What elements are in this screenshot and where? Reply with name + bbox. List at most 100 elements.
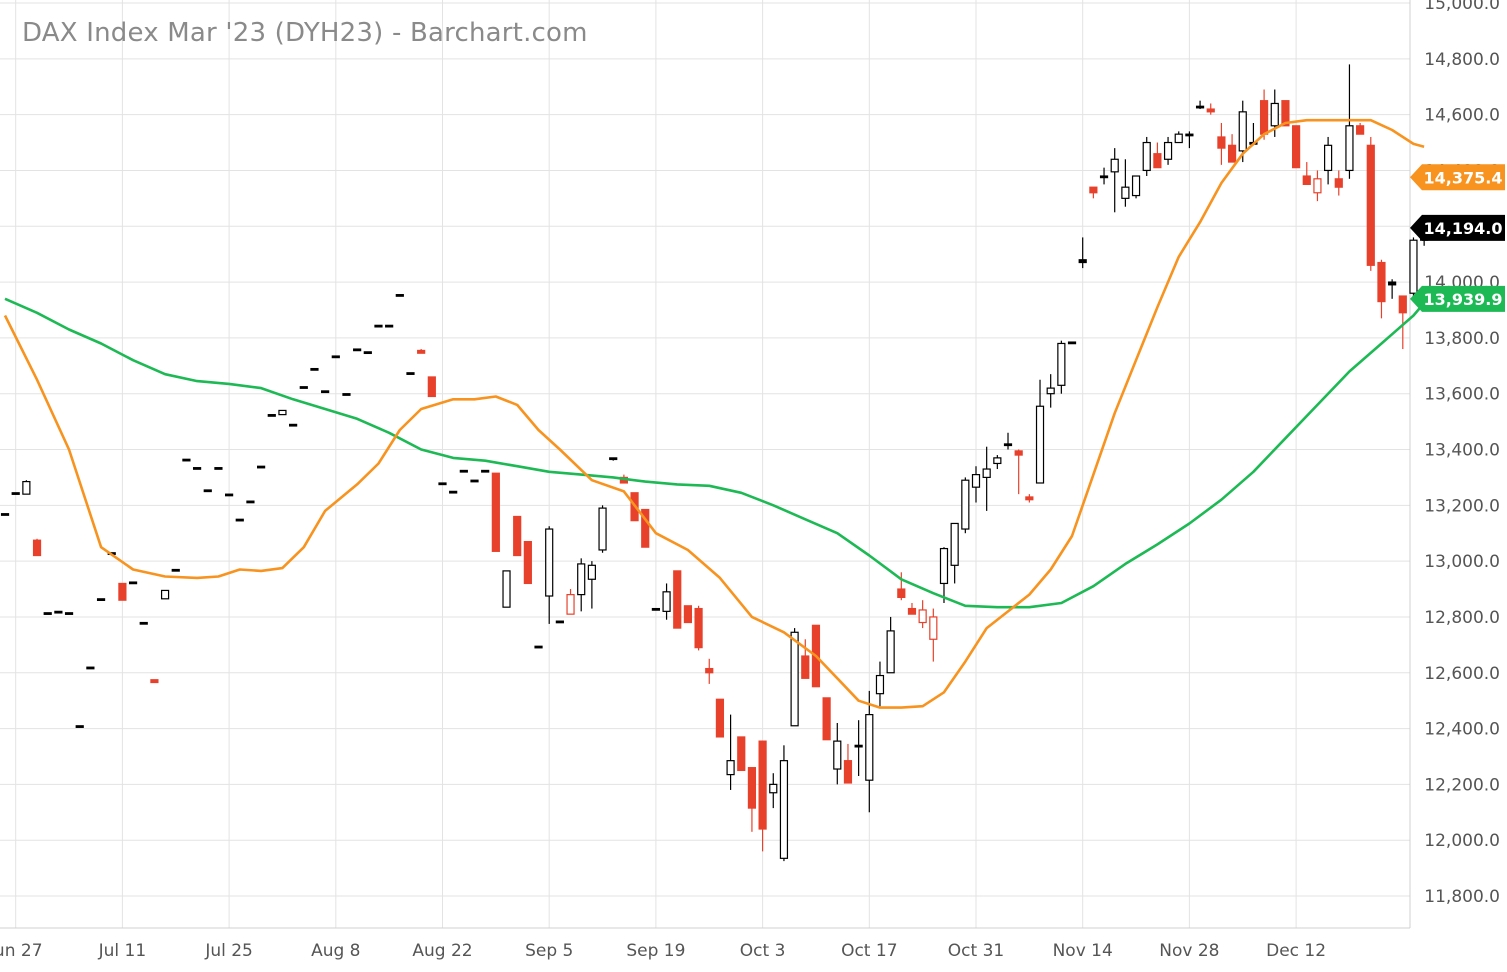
candle-body: [406, 372, 415, 375]
price-badge-text: 13,939.9: [1424, 290, 1503, 309]
price-badge-text: 14,194.0: [1424, 219, 1503, 238]
candle-body: [1377, 261, 1386, 303]
candle: [651, 607, 661, 611]
candle-body: [1313, 178, 1322, 194]
candle-body: [1057, 342, 1066, 386]
candle-body: [854, 744, 863, 748]
candle-body: [32, 539, 42, 557]
candle: [1153, 142, 1162, 169]
candle: [1174, 131, 1183, 144]
candle-body: [918, 609, 927, 624]
candle: [502, 570, 511, 608]
candle-body: [246, 500, 255, 504]
chart-title: DAX Index Mar '23 (DYH23) - Barchart.com: [22, 18, 588, 48]
candle-body: [0, 513, 10, 516]
candle: [257, 465, 266, 469]
candle: [331, 355, 340, 359]
candle: [513, 515, 522, 557]
candle-body: [865, 714, 874, 781]
candle-body: [54, 610, 63, 614]
y-tick-label: 13,800.0: [1424, 329, 1500, 349]
candle: [1291, 125, 1301, 169]
candle-body: [662, 591, 671, 612]
candle: [278, 409, 287, 416]
candle-body: [790, 631, 799, 727]
candle-body: [310, 367, 319, 371]
candle: [150, 679, 159, 684]
candle-body: [907, 607, 917, 615]
candle: [865, 690, 874, 813]
candle: [171, 568, 180, 572]
candle-body: [769, 783, 778, 794]
candle-body: [459, 469, 468, 473]
candle-body: [203, 489, 212, 493]
candle: [128, 581, 138, 585]
candle: [1334, 170, 1343, 196]
x-tick-label: Dec 12: [1266, 941, 1326, 961]
candle: [1110, 148, 1119, 213]
candle: [843, 743, 853, 784]
candle-body: [843, 760, 853, 784]
candle: [353, 348, 362, 352]
candle-body: [267, 414, 276, 417]
candle: [694, 605, 703, 651]
candle: [875, 661, 885, 707]
candle: [1099, 167, 1109, 185]
candle: [939, 547, 949, 603]
candle: [43, 612, 52, 615]
candle: [1185, 131, 1194, 149]
candle: [96, 598, 106, 601]
candle-body: [555, 620, 564, 624]
candle: [907, 602, 917, 615]
candle-body: [1217, 136, 1226, 149]
y-tick-label: 14,600.0: [1424, 106, 1500, 126]
candle: [715, 698, 725, 738]
candle-body: [289, 423, 298, 427]
x-tick-label: Jul 11: [98, 941, 147, 961]
candle-body: [374, 324, 383, 328]
price-badge-shape: [1410, 164, 1505, 191]
candle-body: [801, 655, 810, 679]
candle: [833, 722, 842, 785]
x-tick-label: Aug 8: [311, 941, 360, 961]
y-tick-label: 11,800.0: [1424, 887, 1500, 907]
candle: [1206, 103, 1215, 115]
candle-body: [982, 468, 991, 479]
price-badge: 14,375.4: [1410, 164, 1505, 191]
candle: [1302, 162, 1311, 185]
y-tick-label: 13,400.0: [1424, 441, 1500, 461]
candle-body: [1259, 100, 1269, 135]
candle: [662, 583, 671, 620]
candle: [1142, 136, 1151, 177]
y-tick-label: 12,600.0: [1424, 664, 1500, 684]
candle-body: [11, 492, 20, 495]
candle: [982, 446, 991, 511]
candle-body: [363, 351, 372, 355]
candle: [929, 608, 938, 662]
candle: [918, 600, 927, 629]
candle-body: [160, 589, 170, 600]
candle: [566, 589, 575, 615]
candle-body: [353, 348, 362, 352]
candle-body: [235, 518, 244, 522]
candle: [289, 423, 298, 427]
candle-body: [1398, 295, 1407, 314]
x-axis: Jun 27 Jul 11 Jul 25 Aug 8 Aug 22 Sep 5 Sep 19…: [0, 941, 1326, 961]
candle-body: [1067, 341, 1077, 345]
candle-body: [481, 469, 490, 473]
candle: [950, 522, 959, 584]
candle: [1388, 279, 1397, 299]
candle-body: [1195, 105, 1205, 109]
y-tick-label: 14,800.0: [1424, 50, 1500, 70]
candle-body: [779, 760, 789, 859]
candle: [225, 493, 234, 497]
candle: [449, 490, 458, 494]
candle: [1057, 340, 1066, 394]
candle: [1003, 432, 1013, 450]
candle-body: [1185, 133, 1194, 137]
price-badge-text: 14,375.4: [1424, 168, 1503, 187]
candle: [1078, 237, 1087, 269]
candle-body: [1366, 144, 1375, 266]
candle: [321, 390, 330, 394]
